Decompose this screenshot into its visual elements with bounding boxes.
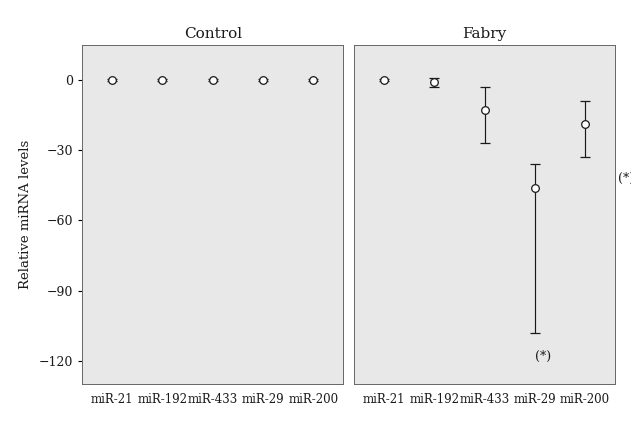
Title: Control: Control [184, 27, 242, 41]
Text: (*): (*) [535, 350, 551, 363]
Title: Fabry: Fabry [463, 27, 507, 41]
Text: (*): (*) [618, 172, 631, 185]
Y-axis label: Relative miRNA levels: Relative miRNA levels [19, 140, 32, 289]
